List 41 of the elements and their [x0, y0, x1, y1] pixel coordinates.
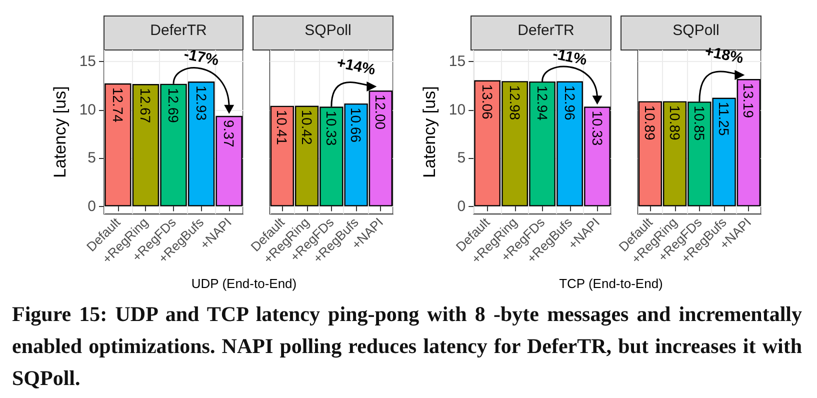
data-label: 12.74 — [110, 87, 126, 123]
y-axis-title: Latency [us] — [50, 86, 70, 178]
data-label: 12.98 — [506, 85, 523, 120]
chart-title: DeferTR — [150, 22, 207, 39]
y-tick-label: 5 — [457, 150, 466, 167]
data-label: 10.89 — [666, 105, 683, 140]
data-label: 12.94 — [534, 85, 550, 121]
data-label: 10.41 — [274, 110, 290, 146]
data-label: 13.19 — [740, 83, 757, 118]
x-axis-title: UDP (End-to-End) — [190, 276, 298, 291]
annotation: -11% — [551, 46, 588, 69]
y-tick-label: 0 — [457, 198, 466, 215]
data-label: 10.85 — [691, 106, 708, 141]
data-label: 12.93 — [193, 86, 210, 121]
y-tick-label: 5 — [88, 150, 96, 167]
y-tick-label: 10 — [448, 101, 466, 118]
data-label: 12.67 — [138, 88, 154, 124]
data-label: 10.33 — [589, 110, 606, 146]
data-label: 10.66 — [348, 107, 364, 143]
data-label: 10.89 — [642, 105, 658, 140]
data-label: 9.37 — [221, 120, 238, 148]
annotation: -17% — [182, 46, 220, 70]
chart-title: SQPoll — [672, 22, 720, 39]
y-axis-title: Latency [us] — [420, 86, 439, 178]
data-label: 11.25 — [716, 102, 732, 136]
chart-title: SQPoll — [304, 22, 352, 39]
data-label: 12.69 — [166, 88, 182, 124]
y-tick-label: 0 — [88, 198, 96, 215]
data-label: 12.00 — [372, 94, 389, 130]
chart-title: DeferTR — [518, 22, 574, 39]
data-label: 10.42 — [298, 110, 315, 146]
x-axis-title: TCP (End-to-End) — [558, 276, 664, 291]
data-label: 13.06 — [479, 84, 496, 120]
data-label: 10.33 — [323, 110, 340, 146]
data-label: 12.96 — [562, 85, 578, 121]
y-tick-label: 15 — [79, 53, 96, 70]
caption: Figure 15: UDP and TCP latency ping-pong with 8 -byte messages and incrementally enabled optimizations. NAPI polling reduces latency for DeferTR, but increases it with SQPoll. — [12, 301, 802, 392]
annotation: +18% — [703, 42, 745, 68]
y-tick-label: 10 — [79, 101, 96, 118]
y-tick-label: 15 — [448, 53, 466, 70]
annotation: +14% — [335, 54, 377, 79]
